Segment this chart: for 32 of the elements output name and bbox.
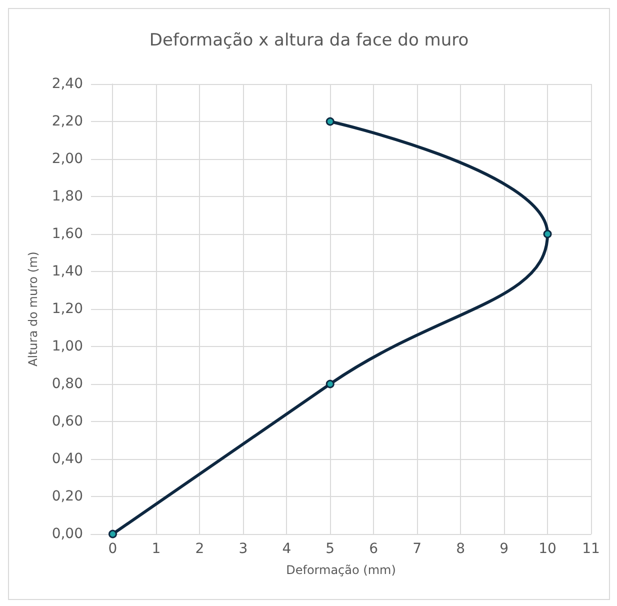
y-tick-label: 2,40 [52,76,83,92]
x-tick-label: 8 [456,541,466,557]
x-tick-label: 2 [195,541,204,557]
y-tick-label: 0,80 [52,376,83,392]
x-tick-label: 1 [152,541,161,557]
y-tick-label: 1,60 [52,226,83,242]
x-tick-label: 9 [500,541,509,557]
y-tick-label: 1,00 [52,338,83,354]
x-tick-label: 6 [369,541,378,557]
y-tick-label: 0,60 [52,414,83,430]
x-tick-label: 10 [538,541,556,557]
point [326,117,334,126]
x-tick-label: 4 [282,541,292,557]
y-tick-label: 2,20 [52,114,83,130]
y-axis-title: Altura do muro (m) [26,252,40,366]
point [543,230,552,238]
point [108,530,117,538]
y-tick-label: 1,20 [52,301,83,317]
point [326,380,334,388]
y-tick-label: 1,80 [52,188,83,204]
x-tick-label: 11 [582,541,600,557]
y-tick-label: 0,40 [52,451,83,467]
x-tick-label: 5 [326,541,335,557]
x-axis-title: Deformação (mm) [286,563,396,577]
y-tick-label: 0,20 [52,488,83,504]
x-tick-label: 7 [412,541,422,557]
y-tick-label: 1,40 [52,264,83,280]
x-tick-label: 3 [238,541,248,557]
y-tick-label: 0,00 [52,526,83,542]
y-tick-label: 2,00 [52,151,83,167]
chart-title: Deformação x altura da face do muro [149,30,469,50]
x-tick-label: 0 [108,541,118,557]
